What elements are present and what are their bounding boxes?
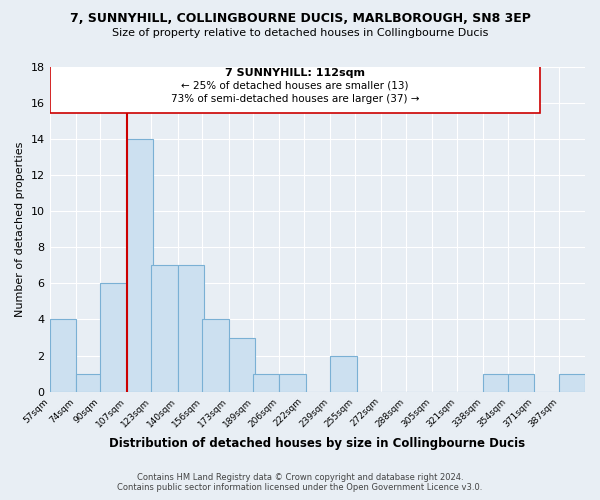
Bar <box>508 374 534 392</box>
Bar <box>483 374 509 392</box>
Bar <box>50 320 76 392</box>
Text: 7, SUNNYHILL, COLLINGBOURNE DUCIS, MARLBOROUGH, SN8 3EP: 7, SUNNYHILL, COLLINGBOURNE DUCIS, MARLB… <box>70 12 530 26</box>
Bar <box>127 139 153 392</box>
Bar <box>151 265 178 392</box>
Bar <box>100 284 127 392</box>
Text: 7 SUNNYHILL: 112sqm: 7 SUNNYHILL: 112sqm <box>225 68 365 78</box>
Bar <box>253 374 280 392</box>
X-axis label: Distribution of detached houses by size in Collingbourne Ducis: Distribution of detached houses by size … <box>109 437 526 450</box>
Bar <box>76 374 102 392</box>
Bar <box>178 265 204 392</box>
Bar <box>229 338 255 392</box>
Text: Contains HM Land Registry data © Crown copyright and database right 2024.
Contai: Contains HM Land Registry data © Crown c… <box>118 473 482 492</box>
Bar <box>202 320 229 392</box>
Text: ← 25% of detached houses are smaller (13): ← 25% of detached houses are smaller (13… <box>181 80 409 90</box>
Text: Size of property relative to detached houses in Collingbourne Ducis: Size of property relative to detached ho… <box>112 28 488 38</box>
Bar <box>280 374 305 392</box>
Bar <box>50 63 540 114</box>
Bar <box>331 356 356 392</box>
Text: 73% of semi-detached houses are larger (37) →: 73% of semi-detached houses are larger (… <box>170 94 419 104</box>
Y-axis label: Number of detached properties: Number of detached properties <box>15 142 25 317</box>
Bar <box>559 374 585 392</box>
